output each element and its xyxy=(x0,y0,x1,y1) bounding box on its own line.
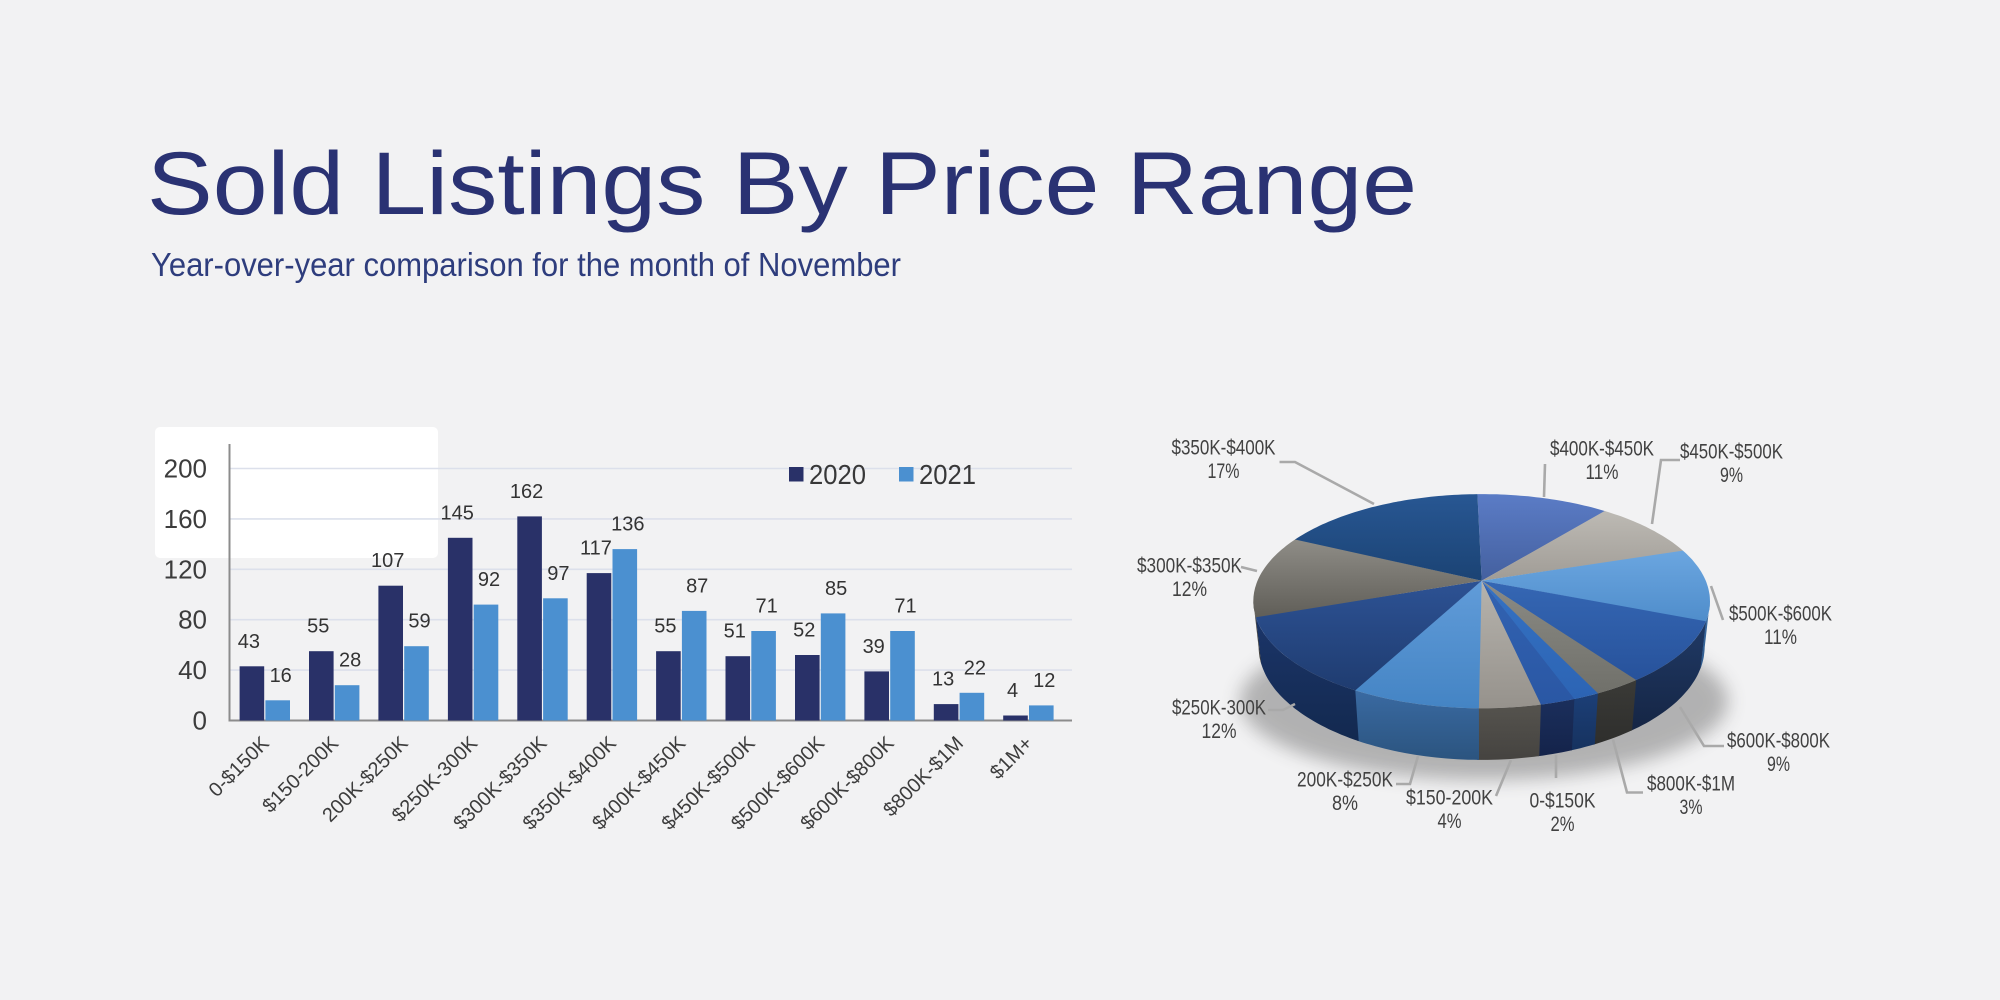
svg-text:120: 120 xyxy=(164,554,207,584)
svg-text:28: 28 xyxy=(339,650,361,672)
svg-text:136: 136 xyxy=(611,514,644,536)
svg-text:107: 107 xyxy=(371,550,404,572)
svg-text:2%: 2% xyxy=(1551,812,1575,836)
svg-text:0-$150K: 0-$150K xyxy=(205,732,274,801)
svg-text:17%: 17% xyxy=(1208,459,1240,483)
svg-text:87: 87 xyxy=(686,575,708,597)
svg-text:12%: 12% xyxy=(1202,719,1237,743)
svg-text:$150-200K: $150-200K xyxy=(1406,786,1494,810)
svg-text:$800K-$1M: $800K-$1M xyxy=(1647,772,1735,796)
svg-text:$400K-$450K: $400K-$450K xyxy=(1550,437,1655,461)
svg-text:Year-over-year comparison for: Year-over-year comparison for the month … xyxy=(151,246,901,283)
svg-text:85: 85 xyxy=(825,578,847,600)
svg-text:2021: 2021 xyxy=(919,459,976,490)
svg-text:43: 43 xyxy=(238,631,260,653)
svg-text:22: 22 xyxy=(964,657,986,679)
svg-text:97: 97 xyxy=(547,563,569,585)
svg-text:12: 12 xyxy=(1033,670,1055,692)
svg-text:8%: 8% xyxy=(1332,791,1358,815)
svg-text:200K-$250K: 200K-$250K xyxy=(1297,768,1394,792)
svg-text:52: 52 xyxy=(793,620,815,642)
svg-text:4: 4 xyxy=(1007,680,1018,702)
svg-text:$1M+: $1M+ xyxy=(986,732,1037,783)
svg-text:Sold Listings By Price Range: Sold Listings By Price Range xyxy=(147,133,1417,233)
svg-text:92: 92 xyxy=(478,569,500,591)
svg-text:39: 39 xyxy=(863,636,885,658)
svg-text:162: 162 xyxy=(510,481,543,503)
svg-text:0: 0 xyxy=(193,706,207,736)
svg-text:40: 40 xyxy=(178,655,207,685)
svg-text:2020: 2020 xyxy=(809,459,866,490)
svg-text:9%: 9% xyxy=(1720,463,1743,487)
svg-text:$600K-$800K: $600K-$800K xyxy=(1727,729,1831,753)
svg-text:$250K-300K: $250K-300K xyxy=(1172,696,1267,720)
svg-text:51: 51 xyxy=(724,621,746,643)
svg-text:11%: 11% xyxy=(1764,625,1797,649)
svg-text:16: 16 xyxy=(270,665,292,687)
svg-text:117: 117 xyxy=(580,538,612,560)
svg-text:$450K-$500K: $450K-$500K xyxy=(1680,440,1784,464)
svg-text:4%: 4% xyxy=(1438,809,1462,833)
svg-text:200: 200 xyxy=(164,454,207,484)
svg-text:3%: 3% xyxy=(1680,795,1703,819)
svg-text:0-$150K: 0-$150K xyxy=(1530,789,1597,813)
svg-text:80: 80 xyxy=(178,605,207,635)
svg-text:12%: 12% xyxy=(1172,577,1207,601)
svg-text:13: 13 xyxy=(932,669,954,691)
svg-text:$500K-$600K: $500K-$600K xyxy=(1729,602,1833,626)
svg-text:$350K-$400K: $350K-$400K xyxy=(1172,435,1277,459)
svg-text:11%: 11% xyxy=(1586,460,1619,484)
svg-text:$300K-$350K: $300K-$350K xyxy=(1137,554,1243,578)
svg-text:55: 55 xyxy=(654,616,676,638)
svg-text:71: 71 xyxy=(755,596,777,618)
svg-text:145: 145 xyxy=(441,502,474,524)
svg-text:55: 55 xyxy=(307,616,329,638)
svg-text:59: 59 xyxy=(408,611,430,633)
svg-text:71: 71 xyxy=(894,596,916,618)
svg-text:9%: 9% xyxy=(1767,752,1790,776)
svg-text:160: 160 xyxy=(164,504,207,534)
